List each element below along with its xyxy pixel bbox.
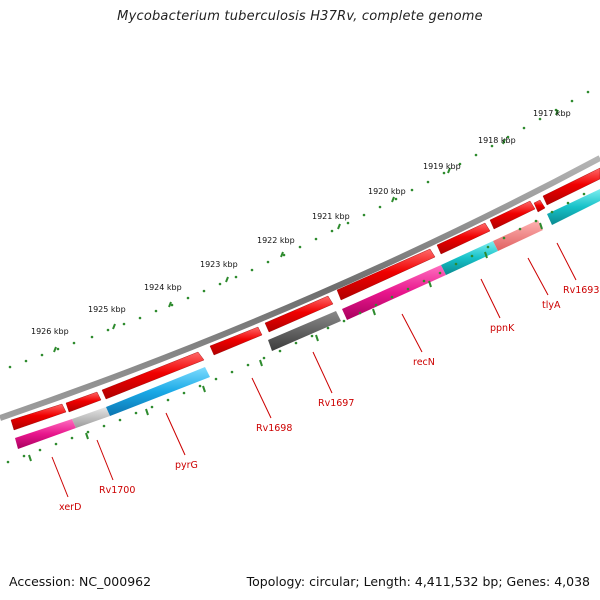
gene-label-tlyA[interactable]: tlyA <box>542 300 561 311</box>
gene-Rv1700[interactable] <box>72 407 110 428</box>
genome-backbone <box>0 155 600 421</box>
gene-feature[interactable] <box>10 403 67 431</box>
scale-label-1925: 1925 kbp <box>88 305 126 314</box>
gene-feature[interactable] <box>533 199 546 213</box>
gene-label-recN[interactable]: recN <box>413 357 435 368</box>
gene-label-xerD[interactable]: xerD <box>59 502 81 513</box>
gene-ppnK[interactable] <box>441 241 498 275</box>
gene-labels: xerD Rv1700 pyrG Rv1698 Rv1697 recN ppnK… <box>59 285 599 513</box>
gene-label-Rv1693[interactable]: Rv1693 <box>563 285 599 296</box>
scale-label-1926: 1926 kbp <box>31 327 69 336</box>
gene-feature[interactable] <box>436 222 491 255</box>
label-leader-lines <box>51 242 577 498</box>
gene-label-Rv1698[interactable]: Rv1698 <box>256 423 292 434</box>
gene-label-Rv1700[interactable]: Rv1700 <box>99 485 135 496</box>
scale-label-1917: 1917 kbp <box>533 109 571 118</box>
gene-label-Rv1697[interactable]: Rv1697 <box>318 398 354 409</box>
gene-feature[interactable] <box>336 248 436 301</box>
gene-label-ppnK[interactable]: ppnK <box>490 323 515 334</box>
gene-feature[interactable] <box>542 167 600 206</box>
gene-xerD[interactable] <box>15 419 76 449</box>
forward-strand-genes <box>10 167 600 431</box>
gene-pyrG[interactable] <box>106 367 210 416</box>
gene-tlyA[interactable] <box>493 220 543 251</box>
gene-Rv1697[interactable] <box>268 311 341 351</box>
gene-Rv1693[interactable] <box>547 189 600 225</box>
scale-major-ticks <box>53 109 559 353</box>
accession-text: Accession: NC_000962 <box>9 574 152 589</box>
scale-label-1924: 1924 kbp <box>144 283 182 292</box>
scale-dots <box>8 90 590 369</box>
gene-feature[interactable] <box>264 295 334 333</box>
inner-scale-track <box>6 192 586 464</box>
gene-feature[interactable] <box>101 351 205 400</box>
scale-label-1923: 1923 kbp <box>200 260 238 269</box>
scale-labels: 1917 kbp 1918 kbp 1919 kbp 1920 kbp 1921… <box>31 109 571 336</box>
scale-label-1921: 1921 kbp <box>312 212 350 221</box>
scale-label-1919: 1919 kbp <box>423 162 461 171</box>
genome-summary-text: Topology: circular; Length: 4,411,532 bp… <box>246 574 590 589</box>
scale-track <box>8 90 590 369</box>
page-title: Mycobacterium tuberculosis H37Rv, comple… <box>117 9 483 24</box>
scale-label-1922: 1922 kbp <box>257 236 295 245</box>
gene-feature[interactable] <box>65 391 102 413</box>
gene-feature[interactable] <box>209 326 263 356</box>
gene-recN[interactable] <box>342 265 446 320</box>
reverse-strand-genes <box>15 189 600 449</box>
scale-label-1920: 1920 kbp <box>368 187 406 196</box>
scale-label-1918: 1918 kbp <box>478 136 516 145</box>
gene-label-pyrG[interactable]: pyrG <box>175 460 198 471</box>
gene-feature[interactable] <box>489 200 536 230</box>
